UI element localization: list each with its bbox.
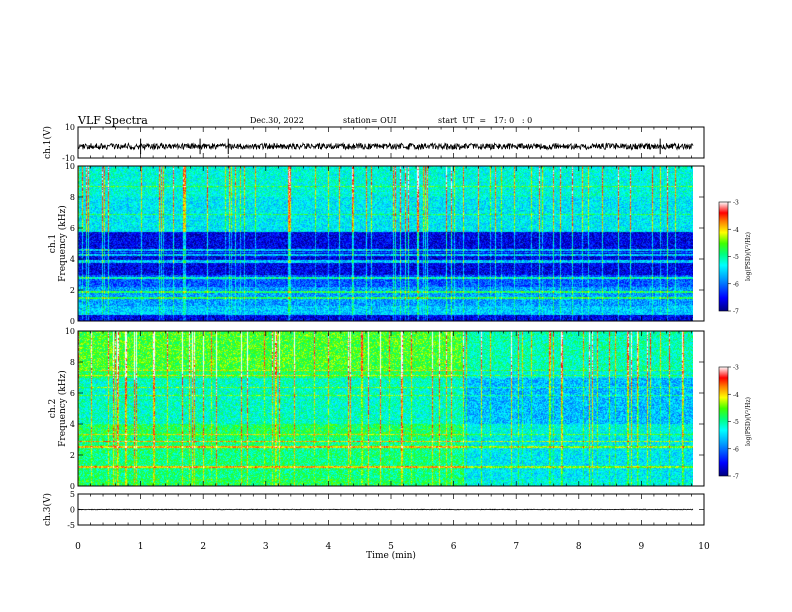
panel-1-ytick-label: 10 [65, 162, 75, 171]
panel-3-ytick-label: 5 [70, 490, 75, 499]
colorbar-1-label: log(PSD)(V²/Hz) [745, 232, 752, 281]
panel-1-ytick-label: 2 [70, 286, 75, 295]
station-label: station= OUI [343, 116, 397, 125]
panel-1-ylabel-line-1: Frequency (kHz) [57, 205, 68, 282]
panel-2-ylabel-line-1: Frequency (kHz) [57, 370, 68, 447]
xtick-label-2: 2 [200, 542, 206, 552]
colorbar-2-tick-label: -3 [733, 365, 739, 372]
panel-2-ytick-label: 0 [70, 482, 75, 491]
panel-1-ylabel-line-0: ch.1 [48, 234, 58, 253]
xtick-label-1: 1 [138, 542, 144, 552]
panel-1-ytick-label: 8 [70, 193, 75, 202]
ch1-spectrogram-image [78, 166, 693, 321]
panel-0-ytick-label: 10 [65, 123, 75, 132]
ch1-waveform-line [77, 141, 694, 151]
xtick-label-8: 8 [576, 542, 582, 552]
panel-3-ytick-label: -5 [67, 521, 75, 530]
colorbar-2-tick-label: -7 [733, 474, 739, 481]
xtick-label-0: 0 [75, 542, 81, 552]
colorbar-1-tick-label: -5 [733, 254, 739, 261]
panel-1-ytick-label: 4 [70, 255, 75, 264]
start-time-label: start UT = 17: 0 : 0 [438, 116, 533, 125]
colorbar-2-tick-label: -5 [733, 419, 739, 426]
colorbar-2-tick-label: -6 [733, 446, 739, 453]
panel-1-ytick-label: 6 [70, 224, 75, 233]
panel-3-ylabel-line-0: ch.3(V) [42, 493, 53, 526]
panel-0-ylabel-line-0: ch.1(V) [42, 126, 53, 159]
colorbar-2-label: log(PSD)(V²/Hz) [745, 397, 752, 446]
xtick-label-3: 3 [263, 542, 269, 552]
xtick-label-10: 10 [698, 542, 710, 552]
panel-2-ytick-label: 10 [65, 327, 75, 336]
xtick-label-7: 7 [513, 542, 519, 552]
panel-0-ytick-label: -10 [62, 154, 75, 163]
colorbar-2 [718, 366, 729, 477]
panel-3-ytick-label: 0 [70, 506, 75, 515]
xtick-label-9: 9 [639, 542, 645, 552]
colorbar-1-tick-label: -3 [733, 200, 739, 207]
xtick-label-5: 5 [388, 542, 394, 552]
figure-title: VLF Spectra [78, 114, 148, 127]
ch2-spectrogram-image [78, 331, 693, 486]
panel-2-ylabel-line-0: ch.2 [48, 399, 58, 418]
colorbar-1-tick-label: -4 [733, 227, 739, 234]
xtick-label-4: 4 [326, 542, 332, 552]
colorbar-2-tick-label: -4 [733, 392, 739, 399]
xtick-label-6: 6 [451, 542, 457, 552]
colorbar-1-tick-label: -7 [733, 309, 739, 316]
panel-2-ytick-label: 4 [70, 420, 75, 429]
colorbar-1 [718, 201, 729, 312]
panel-2-ytick-label: 2 [70, 451, 75, 460]
date-label: Dec.30, 2022 [250, 116, 304, 125]
panel-2-ytick-label: 8 [70, 358, 75, 367]
colorbar-1-tick-label: -6 [733, 281, 739, 288]
ch3-waveform-line [77, 508, 694, 511]
panel-2-ytick-label: 6 [70, 389, 75, 398]
x-axis-label: Time (min) [366, 550, 416, 561]
panel-1-ytick-label: 0 [70, 317, 75, 326]
